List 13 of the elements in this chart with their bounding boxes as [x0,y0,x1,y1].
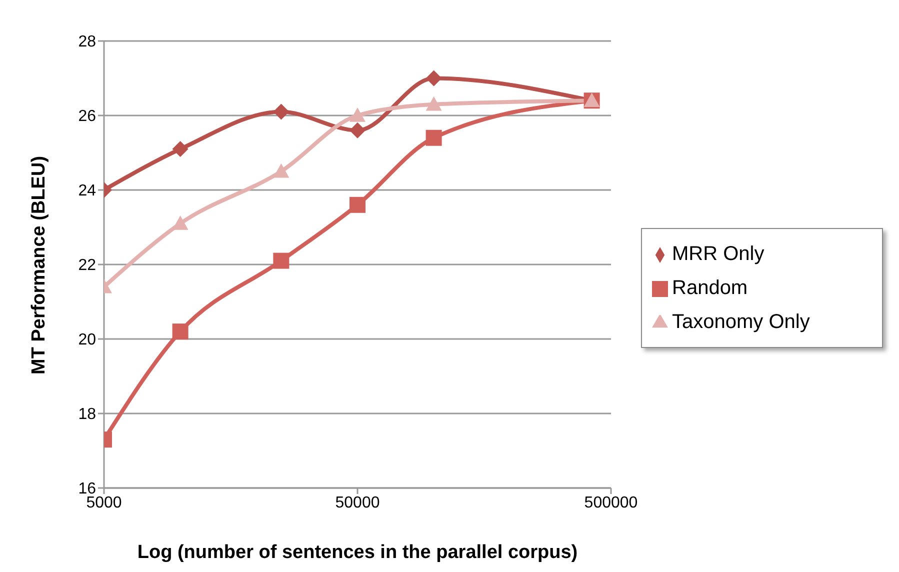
y-axis-title: MT Performance (BLEU) [28,156,50,374]
x-axis-title: Log (number of sentences in the parallel corpus) [137,542,578,563]
y-tick-label: 24 [78,182,96,200]
y-tick-label: 20 [78,332,96,349]
legend-label: Taxonomy Only [672,311,810,333]
legend-label: Random [672,277,748,299]
x-tick-label: 50000 [335,494,380,512]
y-tick-label: 22 [78,257,96,274]
y-tick-label: 26 [78,108,96,126]
x-tick-label: 500000 [584,494,638,512]
y-tick-label: 18 [78,406,96,424]
legend-label: MRR Only [672,243,764,265]
y-tick-label: 28 [78,34,96,51]
